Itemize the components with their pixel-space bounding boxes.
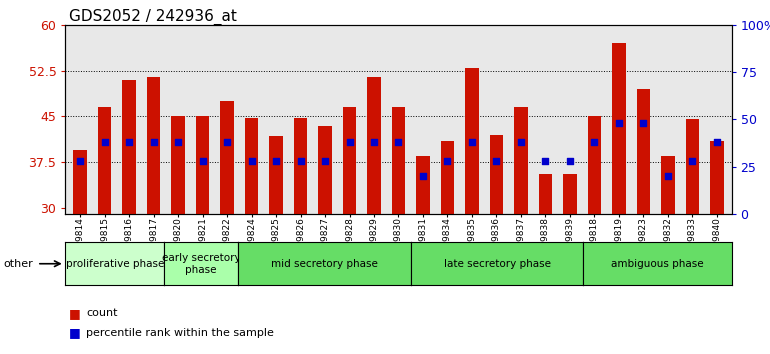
Point (564, 158, 576, 164)
Point (711, 139, 723, 145)
Text: mid secretory phase: mid secretory phase (271, 259, 378, 269)
Point (172, 139, 184, 145)
Bar (539, 175, 552, 214)
Bar (465, 68, 479, 214)
Point (539, 158, 551, 164)
Bar (98, 107, 112, 214)
Point (319, 158, 331, 164)
Point (638, 120, 650, 126)
Bar (73, 150, 87, 214)
Point (246, 158, 258, 164)
Bar (490, 135, 503, 214)
Point (270, 158, 282, 164)
Bar (343, 107, 357, 214)
Text: ■: ■ (69, 326, 81, 339)
Bar (270, 136, 283, 214)
Bar (514, 107, 527, 214)
Bar (147, 77, 160, 214)
Bar (637, 89, 650, 214)
Bar (220, 101, 234, 214)
Bar (392, 107, 405, 214)
Point (368, 139, 380, 145)
Bar (318, 126, 332, 214)
Text: ■: ■ (69, 307, 81, 320)
Bar (710, 141, 724, 214)
Point (490, 158, 503, 164)
Point (515, 139, 527, 145)
Bar (172, 116, 185, 214)
Bar (245, 118, 258, 214)
Point (466, 139, 478, 145)
Text: ambiguous phase: ambiguous phase (611, 259, 704, 269)
Point (294, 158, 306, 164)
Point (221, 139, 233, 145)
Bar (367, 77, 380, 214)
Bar (612, 43, 625, 214)
Bar (417, 156, 430, 214)
Text: late secretory phase: late secretory phase (444, 259, 551, 269)
Bar (661, 156, 675, 214)
Bar (294, 118, 307, 214)
Point (74, 158, 86, 164)
Bar (685, 120, 699, 214)
Text: other: other (4, 259, 34, 269)
Point (417, 173, 429, 179)
Text: count: count (86, 308, 118, 318)
Text: proliferative phase: proliferative phase (65, 259, 164, 269)
Bar (563, 175, 577, 214)
Text: percentile rank within the sample: percentile rank within the sample (86, 328, 274, 338)
Point (147, 139, 159, 145)
Bar (122, 80, 136, 214)
Point (123, 139, 136, 145)
Point (661, 173, 674, 179)
Point (99, 139, 111, 145)
Text: early secretory
phase: early secretory phase (162, 253, 240, 275)
Bar (196, 116, 209, 214)
Point (588, 139, 601, 145)
Point (343, 139, 356, 145)
Point (196, 158, 209, 164)
Text: GDS2052 / 242936_at: GDS2052 / 242936_at (69, 9, 237, 25)
Point (441, 158, 454, 164)
Point (686, 158, 698, 164)
Bar (588, 116, 601, 214)
Point (392, 139, 404, 145)
Bar (440, 141, 454, 214)
Point (613, 120, 625, 126)
